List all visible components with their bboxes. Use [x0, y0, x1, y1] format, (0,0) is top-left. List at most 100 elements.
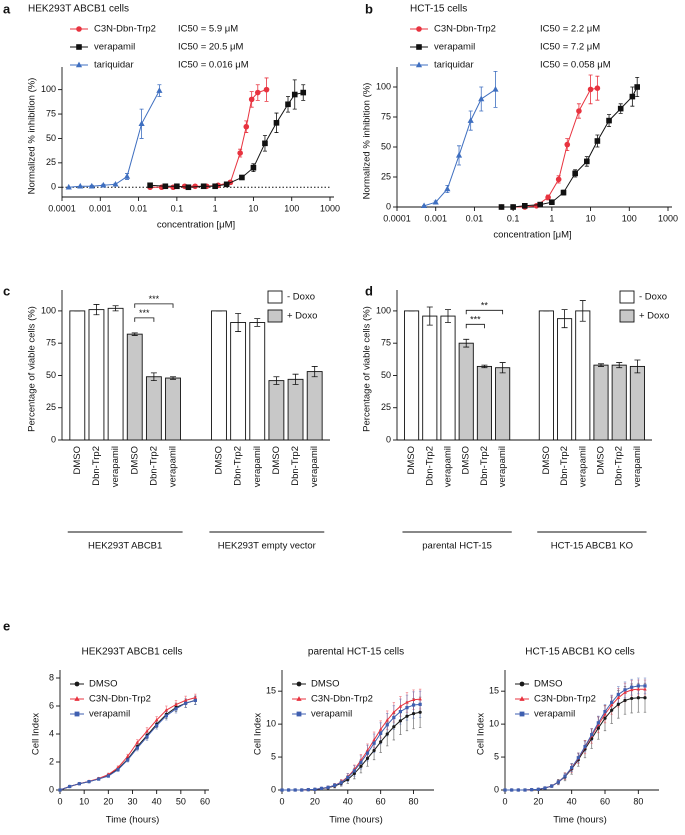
marker — [398, 704, 403, 708]
legend-ic50: IC50 = 0.058 μM — [540, 60, 611, 71]
marker — [372, 741, 376, 745]
legend-label: + Doxo — [287, 311, 317, 322]
marker — [193, 698, 197, 702]
marker — [125, 754, 130, 758]
marker — [636, 687, 641, 691]
legend-swatch — [619, 309, 635, 323]
group-label: HCT-15 ABCB1 KO — [551, 541, 633, 552]
error-bar — [112, 305, 119, 312]
y-tick-label: 0 — [386, 201, 391, 211]
marker — [590, 733, 594, 737]
y-tick-label: 75 — [46, 108, 56, 118]
y-tick-label: 25 — [46, 157, 56, 167]
marker — [411, 703, 416, 707]
marker — [587, 86, 594, 93]
marker — [411, 711, 416, 716]
marker — [74, 696, 80, 701]
x-tick-label: Dbn-Trp2 — [91, 446, 102, 486]
x-tick-label: DMSO — [129, 446, 140, 475]
x-axis-label: Time (hours) — [106, 815, 160, 826]
error-bar — [311, 366, 318, 378]
x-tick-label: 40 — [152, 796, 162, 806]
x-tick-label: Dbn-Trp2 — [148, 446, 159, 486]
marker — [372, 748, 376, 753]
marker — [616, 695, 621, 700]
marker — [77, 782, 81, 786]
significance-label: *** — [139, 308, 150, 318]
legend-label: - Doxo — [639, 292, 667, 303]
marker — [432, 198, 439, 205]
chart-title: HCT-15 ABCB1 KO cells — [525, 647, 634, 658]
legend-label: DMSO — [311, 679, 340, 690]
marker — [212, 183, 218, 190]
bar — [593, 364, 609, 441]
x-tick-label: 60 — [376, 796, 386, 806]
significance-bracket — [134, 317, 155, 322]
y-tick-label: 100 — [376, 81, 391, 91]
marker — [550, 784, 554, 788]
marker — [536, 787, 540, 791]
marker — [583, 744, 587, 749]
error-bar — [131, 332, 138, 336]
marker — [610, 700, 614, 704]
y-tick-label: 25 — [381, 171, 391, 181]
panel-label: d — [365, 283, 373, 298]
legend-label: C3N-Dbn-Trp2 — [534, 694, 596, 705]
marker — [444, 185, 451, 192]
marker — [306, 788, 310, 792]
marker — [545, 194, 551, 201]
bar — [440, 315, 456, 441]
y-tick-label: 2 — [49, 756, 54, 766]
bar — [230, 322, 247, 441]
marker — [537, 201, 544, 208]
marker — [418, 710, 422, 714]
group-label: parental HCT-15 — [422, 541, 492, 552]
fit-curve — [501, 86, 638, 208]
marker — [174, 707, 178, 711]
error-bar — [561, 309, 568, 329]
marker — [519, 711, 525, 717]
y-tick-label: 50 — [46, 370, 56, 380]
marker — [596, 726, 600, 730]
significance-bracket — [465, 309, 504, 315]
marker — [155, 724, 159, 728]
error-bar — [598, 363, 604, 367]
error-bar — [254, 318, 261, 327]
marker — [392, 715, 396, 720]
marker — [145, 729, 149, 733]
marker — [243, 123, 250, 130]
marker — [75, 61, 83, 68]
error-bar — [426, 306, 433, 326]
marker — [405, 714, 409, 718]
marker — [76, 26, 82, 32]
panel-label: c — [3, 283, 10, 298]
marker — [636, 696, 640, 700]
marker — [100, 181, 107, 188]
marker — [154, 718, 159, 722]
y-tick-label: 8 — [49, 672, 54, 682]
marker — [280, 788, 284, 792]
y-tick-label: 50 — [381, 370, 391, 380]
x-tick-label: 1000 — [658, 213, 678, 223]
significance-bracket — [134, 303, 174, 308]
marker — [405, 706, 409, 710]
marker — [603, 710, 607, 714]
bar — [165, 377, 181, 441]
marker — [300, 788, 304, 792]
significance-label: *** — [149, 294, 160, 304]
y-axis-label: Cell Index — [253, 713, 264, 755]
marker — [74, 711, 80, 717]
x-tick-label: 10 — [248, 203, 258, 213]
y-tick-label: 75 — [381, 338, 391, 348]
fit-curve — [501, 87, 598, 208]
x-tick-label: verapamil — [309, 446, 320, 487]
error-bar — [445, 309, 451, 323]
x-tick-label: 20 — [103, 796, 113, 806]
x-tick-label: verapamil — [443, 446, 454, 487]
legend-label: C3N-Dbn-Trp2 — [434, 24, 496, 35]
x-tick-label: Dbn-Trp2 — [424, 446, 435, 486]
x-tick-label: DMSO — [271, 446, 282, 475]
y-tick-label: 75 — [46, 338, 56, 348]
bar — [404, 310, 420, 441]
